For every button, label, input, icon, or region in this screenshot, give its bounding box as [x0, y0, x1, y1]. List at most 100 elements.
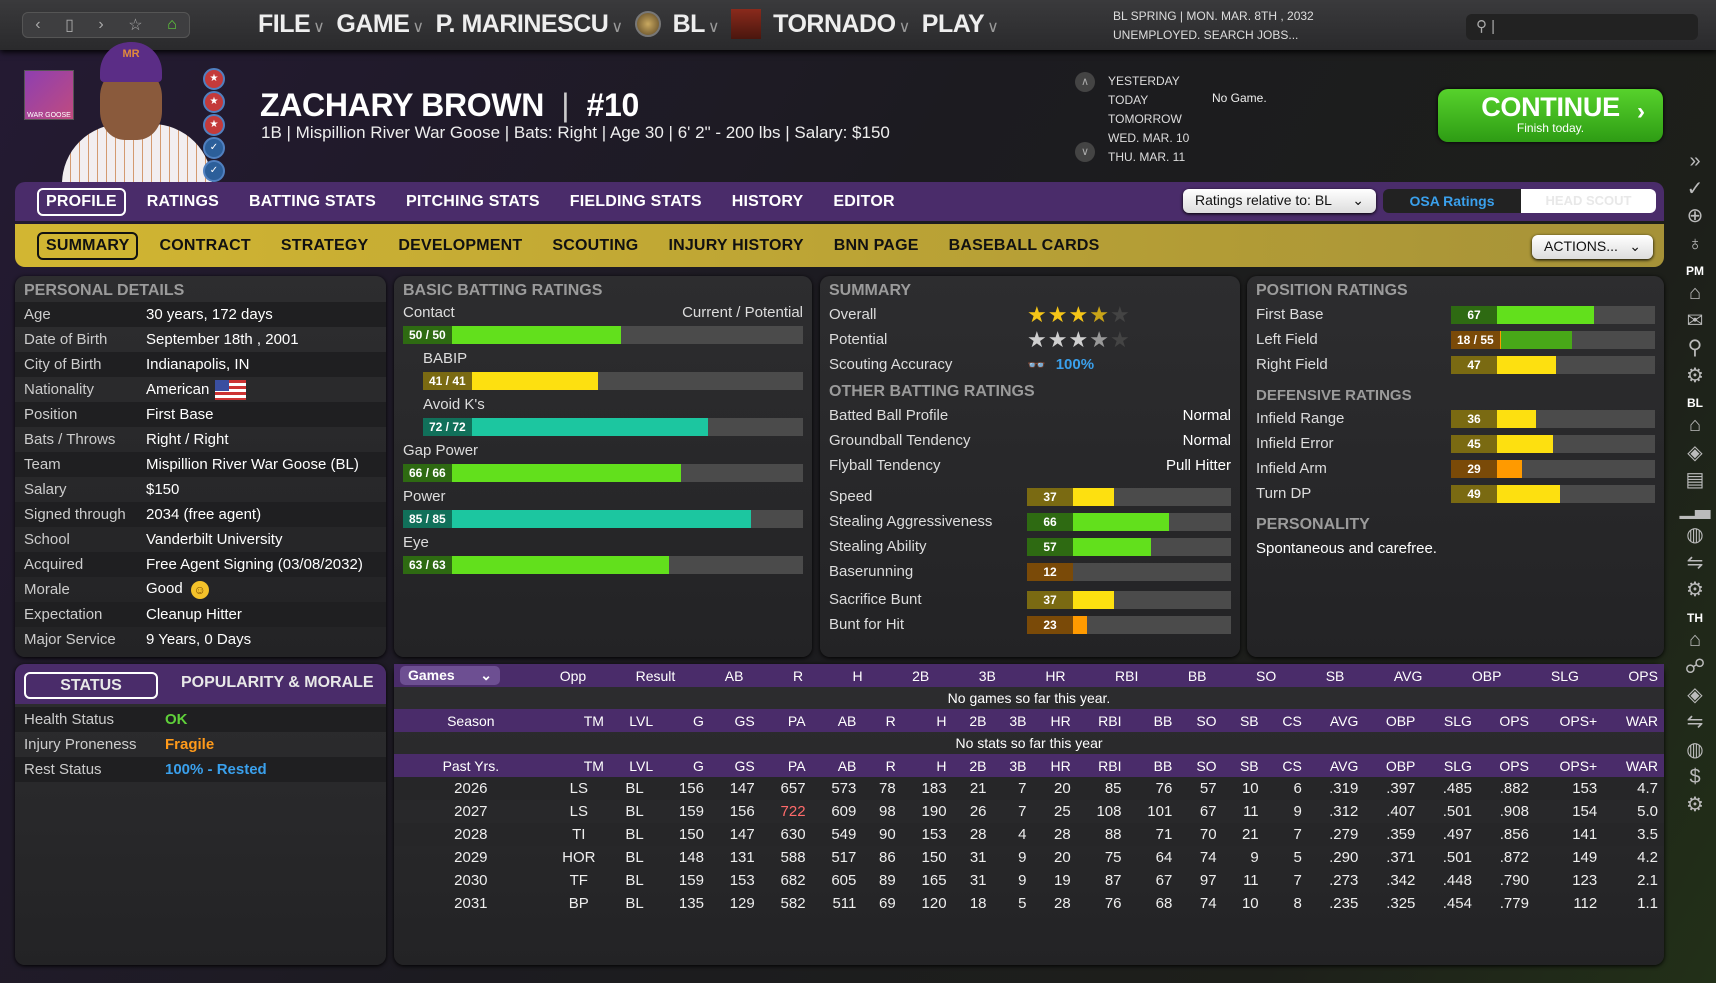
continue-button[interactable]: CONTINUE Finish today. › [1438, 89, 1663, 142]
tab-editor[interactable]: EDITOR [833, 192, 895, 210]
schedule-day[interactable]: TODAY [1108, 93, 1149, 107]
column-header[interactable]: H [901, 754, 953, 777]
column-header[interactable]: CS [1264, 709, 1308, 732]
roster-icon[interactable]: ☍ [1684, 656, 1706, 678]
transactions-icon[interactable]: ⇋ [1686, 711, 1704, 733]
column-header[interactable]: RBI [1076, 709, 1128, 732]
column-header[interactable]: SLG [1421, 754, 1478, 777]
baseball-icon[interactable]: ◍ [1686, 524, 1704, 546]
tab-baseball-cards[interactable]: BASEBALL CARDS [948, 236, 1100, 254]
tab-profile[interactable]: PROFILE [37, 187, 126, 216]
menu-play[interactable]: PLAY ∨ [922, 10, 999, 39]
transactions-icon[interactable]: ⇋ [1686, 551, 1704, 574]
column-header[interactable]: Result [635, 667, 676, 684]
table-row[interactable]: 2029 HOR BL 148 131 588 517 86 150 31 9 20 75 64 74 9 5.… [394, 846, 1664, 869]
column-header[interactable]: R [862, 754, 902, 777]
scroll-up-icon[interactable]: ∧ [1075, 72, 1095, 92]
tab-injury-history[interactable]: INJURY HISTORY [668, 236, 804, 254]
column-header[interactable]: AB [811, 754, 863, 777]
tab-bnn-page[interactable]: BNN PAGE [833, 236, 919, 254]
tab-strategy[interactable]: STRATEGY [280, 236, 369, 254]
column-header[interactable]: GS [709, 709, 761, 732]
diamond-icon[interactable]: ◈ [1687, 441, 1703, 464]
column-header[interactable]: SO [1255, 667, 1277, 684]
table-row[interactable]: 2027 LS BL 159 156 722 609 98 190 26 7 25 108 101 67 11… [394, 800, 1664, 823]
tab-popularity-morale[interactable]: POPULARITY & MORALE [181, 674, 374, 691]
forward-icon[interactable]: › [98, 16, 104, 33]
column-header[interactable]: WAR [1603, 709, 1664, 732]
column-header[interactable]: 3B [992, 754, 1033, 777]
expand-icon[interactable]: » [1689, 150, 1701, 172]
table-row[interactable]: 2030 TF BL 159 153 682 605 89 165 31 9 19 87 67 97 11 7.… [394, 869, 1664, 892]
column-header[interactable]: Opp [559, 667, 587, 684]
column-header[interactable]: SO [1178, 709, 1223, 732]
column-header[interactable]: SLG [1421, 709, 1478, 732]
globe-icon[interactable]: ⊕ [1686, 205, 1704, 227]
column-header[interactable]: G [659, 754, 710, 777]
card-icon[interactable]: ▤ [1685, 469, 1705, 491]
team-logo[interactable] [731, 9, 762, 39]
column-header[interactable]: R [792, 667, 804, 684]
column-header[interactable]: SLG [1550, 667, 1579, 684]
column-header[interactable]: G [659, 709, 710, 732]
column-header[interactable]: 2B [952, 754, 993, 777]
check-icon[interactable]: ✓ [1686, 177, 1704, 200]
column-header[interactable]: AB [811, 709, 863, 732]
home-icon[interactable]: ⌂ [167, 16, 177, 33]
schedule-day[interactable]: TOMORROW [1108, 112, 1182, 126]
award-icon[interactable]: ★ [203, 68, 225, 90]
award-icon[interactable]: ✓ [203, 137, 225, 159]
gear-icon[interactable]: ⚙ [1686, 364, 1704, 387]
gear-icon[interactable]: ⚙ [1686, 579, 1704, 601]
tab-ratings[interactable]: RATINGS [146, 192, 219, 210]
window-icon[interactable]: ▯ [65, 17, 74, 34]
column-header[interactable]: PA [760, 754, 812, 777]
menu-file[interactable]: FILE ∨ [258, 10, 325, 39]
column-header[interactable]: RBI [1115, 667, 1139, 684]
column-header[interactable]: PA [760, 709, 812, 732]
tab-development[interactable]: DEVELOPMENT [398, 236, 523, 254]
column-header[interactable]: AB [724, 667, 744, 684]
schedule-day[interactable]: YESTERDAY [1108, 74, 1180, 88]
actions-dropdown[interactable]: ACTIONS... ⌄ [1532, 235, 1653, 259]
column-header[interactable]: H [852, 667, 863, 684]
menu-p-marinescu[interactable]: P. MARINESCU ∨ [436, 10, 623, 39]
chart-icon[interactable]: ▁▃ [1679, 496, 1711, 519]
column-header[interactable]: 2B [912, 667, 930, 684]
tab-history[interactable]: HISTORY [731, 192, 804, 210]
column-header[interactable]: HR [1032, 709, 1077, 732]
column-header[interactable]: OBP [1364, 709, 1422, 732]
table-row[interactable]: 2031 BP BL 135 129 582 511 69 120 18 5 28 76 68 74 10 8.… [394, 892, 1664, 915]
head-scout-toggle[interactable]: HEAD SCOUT [1521, 189, 1656, 213]
scroll-down-icon[interactable]: ∨ [1075, 142, 1095, 162]
baseball-icon[interactable]: ◍ [1686, 738, 1704, 761]
column-header[interactable]: TM [547, 709, 610, 732]
team-logo[interactable]: WAR GOOSE [24, 70, 74, 120]
column-header[interactable]: Season [394, 709, 548, 732]
home-icon[interactable]: ⌂ [1688, 282, 1702, 304]
star-icon[interactable]: ☆ [128, 17, 143, 34]
column-header[interactable]: OBP [1364, 754, 1422, 777]
home-icon[interactable]: ⌂ [1688, 628, 1702, 651]
award-icon[interactable]: ★ [203, 114, 225, 136]
column-header[interactable]: HR [1032, 754, 1077, 777]
tab-pitching-stats[interactable]: PITCHING STATS [406, 192, 540, 210]
column-header[interactable]: OPS+ [1534, 754, 1604, 777]
award-icon[interactable]: ★ [203, 91, 225, 113]
column-header[interactable]: 3B [992, 709, 1033, 732]
column-header[interactable]: CS [1264, 754, 1308, 777]
job-status[interactable]: UNEMPLOYED. SEARCH JOBS... [1113, 28, 1299, 42]
home-icon[interactable]: ⌂ [1688, 414, 1702, 436]
tab-status[interactable]: STATUS [24, 672, 158, 699]
ratings-relative-dropdown[interactable]: Ratings relative to: BL ⌄ [1183, 189, 1376, 213]
schedule-day[interactable]: THU. MAR. 11 [1108, 150, 1186, 164]
lightbulb-icon[interactable]: ♁ [1687, 232, 1703, 255]
column-header[interactable]: BB [1127, 754, 1179, 777]
column-header[interactable]: OPS [1628, 667, 1658, 684]
column-header[interactable]: SB [1325, 667, 1345, 684]
column-header[interactable]: HR [1045, 667, 1066, 684]
column-header[interactable]: 3B [978, 667, 996, 684]
column-header[interactable]: AVG [1393, 667, 1423, 684]
tab-contract[interactable]: CONTRACT [159, 236, 251, 254]
menu-game[interactable]: GAME ∨ [336, 10, 424, 39]
